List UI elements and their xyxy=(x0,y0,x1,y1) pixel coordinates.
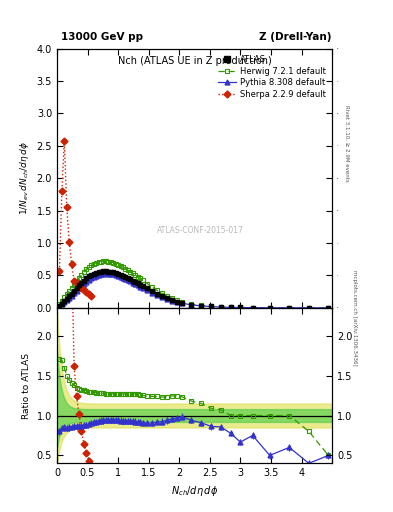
Y-axis label: $1/N_{ev}\,dN_{ch}/d\eta\,d\phi$: $1/N_{ev}\,dN_{ch}/d\eta\,d\phi$ xyxy=(18,141,31,216)
X-axis label: $N_{ch}/d\eta\,d\phi$: $N_{ch}/d\eta\,d\phi$ xyxy=(171,484,218,498)
Text: 13000 GeV pp: 13000 GeV pp xyxy=(61,32,143,42)
Text: mcplots.cern.ch [arXiv:1306.3436]: mcplots.cern.ch [arXiv:1306.3436] xyxy=(352,270,357,365)
Text: Rivet 3.1.10, ≥ 2.9M events: Rivet 3.1.10, ≥ 2.9M events xyxy=(344,105,349,182)
Text: Nch (ATLAS UE in Z production): Nch (ATLAS UE in Z production) xyxy=(118,56,272,67)
Text: Z (Drell-Yan): Z (Drell-Yan) xyxy=(259,32,331,42)
Y-axis label: Ratio to ATLAS: Ratio to ATLAS xyxy=(22,353,31,419)
Text: ATLAS-CONF-2015-017: ATLAS-CONF-2015-017 xyxy=(156,226,244,234)
Legend: ATLAS, Herwig 7.2.1 default, Pythia 8.308 default, Sherpa 2.2.9 default: ATLAS, Herwig 7.2.1 default, Pythia 8.30… xyxy=(215,53,328,101)
